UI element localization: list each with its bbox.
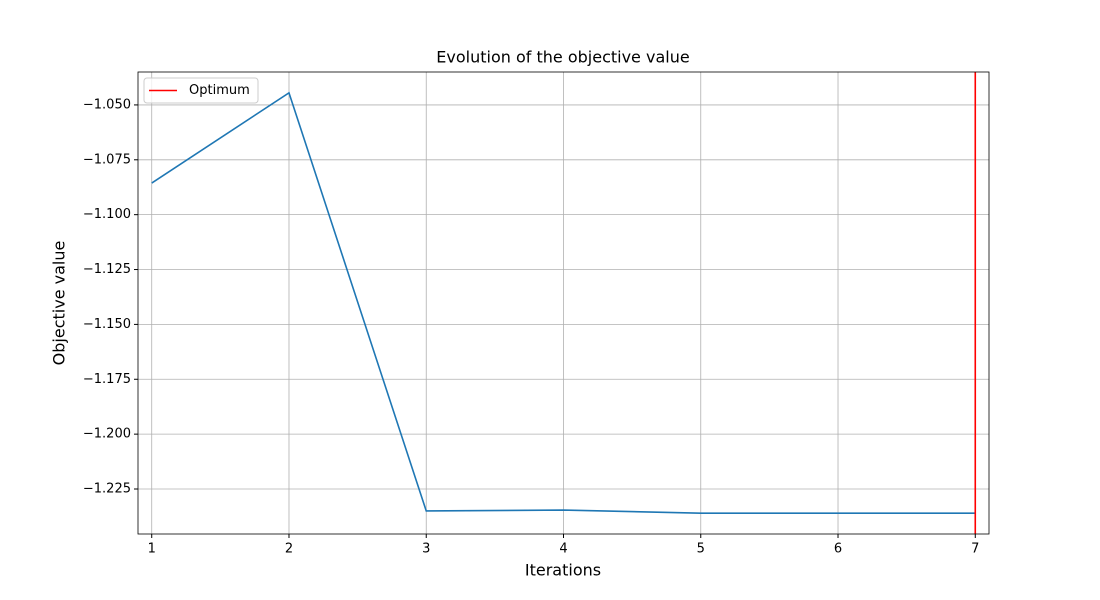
plot-frame — [137, 71, 990, 535]
y-axis-label: Objective value — [50, 241, 69, 366]
x-tick-label: 1 — [148, 542, 156, 557]
y-tick-label: −1.125 — [83, 262, 131, 277]
x-tick-label: 3 — [422, 542, 430, 557]
y-tick-label: −1.225 — [83, 482, 131, 497]
x-tick-label: 7 — [971, 542, 979, 557]
line — [151, 91, 976, 514]
legend-label: Optimum — [189, 83, 250, 98]
y-tick-label: −1.100 — [83, 207, 131, 222]
x-tick-label: 2 — [285, 542, 293, 557]
x-tick-label: 5 — [697, 542, 705, 557]
x-tick-label: 4 — [559, 542, 567, 557]
y-tick-label: −1.175 — [83, 372, 131, 387]
y-tick-label: −1.050 — [83, 97, 131, 112]
x-axis-label: Iterations — [525, 561, 601, 580]
legend-box — [143, 77, 259, 104]
x-tick-label: 6 — [834, 542, 842, 557]
chart-title: Evolution of the objective value — [436, 48, 689, 67]
y-tick-label: −1.150 — [83, 317, 131, 332]
y-tick-label: −1.075 — [83, 152, 131, 167]
y-tick-label: −1.200 — [83, 427, 131, 442]
